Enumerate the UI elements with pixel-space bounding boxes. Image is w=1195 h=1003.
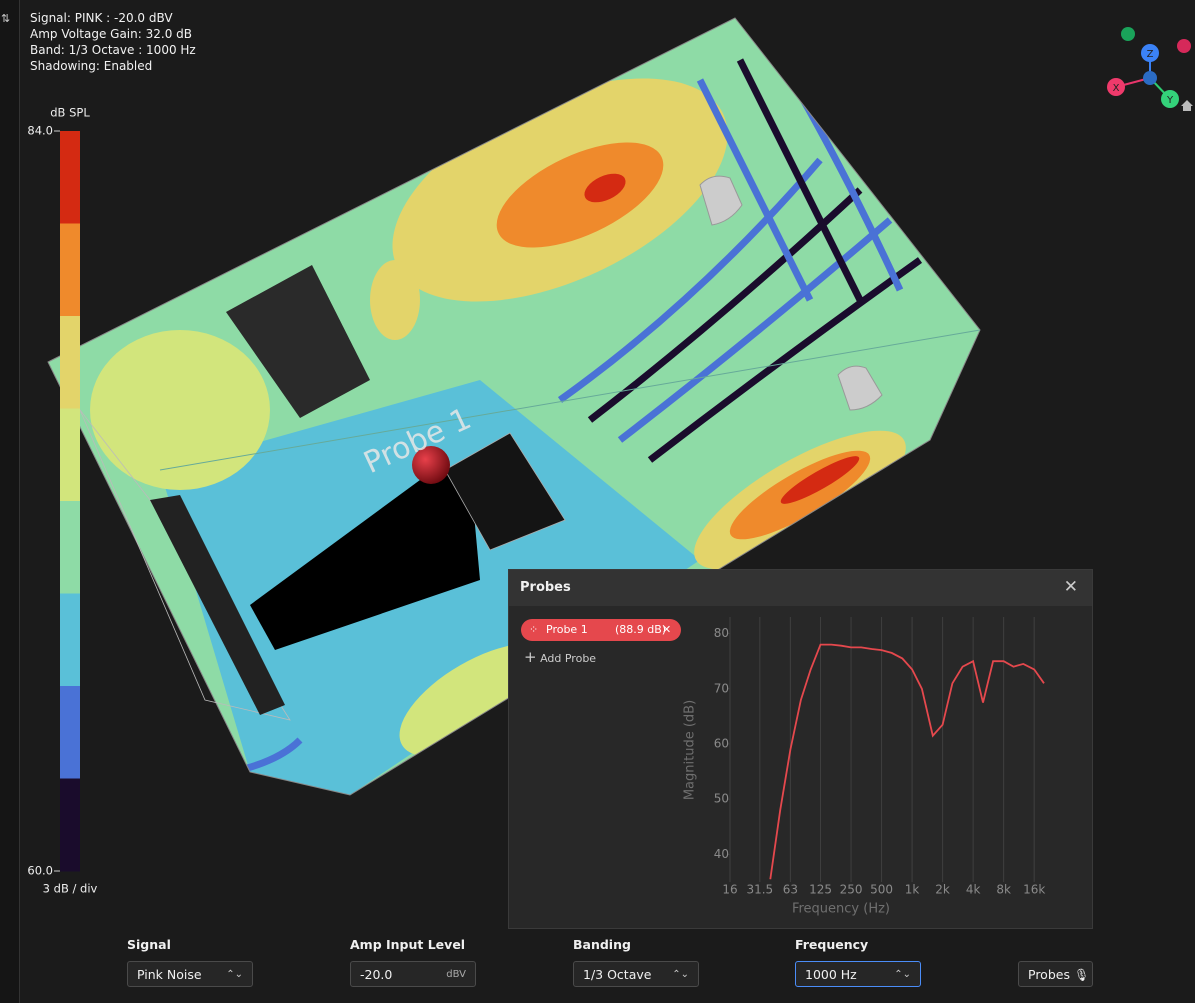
info-line: Shadowing: Enabled [30, 59, 153, 73]
add-probe-label: Add Probe [540, 652, 597, 665]
probes-panel: Probes ✕ ⁘ Probe 1 (88.9 dB) ✕ + Add Pro… [508, 569, 1093, 929]
side-strip [0, 0, 20, 1003]
colorbar-band [60, 408, 80, 502]
add-probe[interactable]: + Add Probe [524, 648, 597, 666]
info-line: Signal: PINK : -20.0 dBV [30, 11, 173, 25]
gizmo-dot [1141, 44, 1159, 62]
gizmo-dot [1161, 90, 1179, 108]
colorbar-band [60, 593, 80, 687]
panel-header: Probes ✕ [509, 570, 1092, 606]
probe-chip[interactable]: ⁘ Probe 1 (88.9 dB) ✕ [521, 619, 681, 641]
gizmo-dot [1107, 78, 1125, 96]
colorbar-band [60, 223, 80, 317]
colorbar-step: 3 dB / div [43, 882, 98, 896]
gizmo-dot [1177, 39, 1191, 53]
speaker [699, 175, 743, 226]
probe-icon: ⁘ [529, 623, 539, 636]
home-icon[interactable] [1181, 100, 1193, 111]
select-arrows: ⌃⌄ [226, 969, 243, 980]
colorbar-max: 84.0 [27, 124, 53, 138]
info-line: Band: 1/3 Octave : 1000 Hz [30, 43, 196, 57]
button-label: Probes [1028, 967, 1070, 982]
shadow [250, 470, 480, 650]
colorbar-min: 60.0 [27, 864, 53, 878]
wireframe [79, 409, 291, 721]
probes-button[interactable]: Probes 🎙 [1018, 961, 1093, 987]
info-overlay: Signal: PINK : -20.0 dBV Amp Voltage Gai… [30, 10, 196, 74]
gizmo-label: X [1113, 83, 1120, 94]
room-edge [159, 329, 981, 471]
speaker [837, 365, 883, 411]
close-button[interactable]: ✕ [1063, 577, 1078, 597]
banding-select[interactable]: 1/3 Octave ⌃⌄ [573, 961, 699, 987]
gizmo-dot [1143, 71, 1157, 85]
colorbar-band [60, 131, 80, 224]
select-value: 1/3 Octave [583, 967, 652, 982]
colorbar-title: dB SPL [50, 106, 90, 120]
colorbar-band [60, 316, 80, 409]
panel-title: Probes [520, 580, 571, 595]
cabinet [444, 432, 566, 551]
gizmo-label: Z [1147, 49, 1154, 60]
signal-select[interactable]: Pink Noise ⌃⌄ [127, 961, 253, 987]
control-label: Frequency [795, 937, 869, 952]
select-value: 1000 Hz [805, 967, 857, 982]
frequency-select[interactable]: 1000 Hz ⌃⌄ [795, 961, 921, 987]
opening [150, 495, 285, 715]
gizmo-label: Y [1166, 95, 1174, 106]
probe-sphere[interactable] [412, 446, 450, 484]
swap-icon[interactable]: ⇅ [1, 12, 11, 25]
gizmo-dot [1121, 27, 1135, 41]
remove-probe[interactable]: ✕ [662, 623, 672, 636]
input-unit: dBV [446, 969, 466, 980]
control-label: Banding [573, 937, 631, 952]
control-label: Signal [127, 937, 171, 952]
probe-name: Probe 1 [546, 623, 588, 636]
input-value: -20.0 [360, 967, 393, 982]
info-line: Amp Voltage Gain: 32.0 dB [30, 27, 192, 41]
probe-level: (88.9 dB) [615, 623, 667, 636]
colorbar-band [60, 501, 80, 594]
axis-gizmo[interactable]: Z X Y [1107, 27, 1193, 111]
room-outline [47, 17, 981, 796]
select-arrows: ⌃⌄ [894, 969, 911, 980]
colorbar-band [60, 686, 80, 779]
select-arrows: ⌃⌄ [672, 969, 689, 980]
control-label: Amp Input Level [350, 937, 466, 952]
amp-input[interactable]: -20.0 dBV [350, 961, 476, 987]
colorbar: dB SPL 84.0 60.0 3 dB / div [27, 106, 97, 896]
select-value: Pink Noise [137, 967, 202, 982]
colorbar-band [60, 778, 80, 872]
opening [226, 265, 370, 418]
